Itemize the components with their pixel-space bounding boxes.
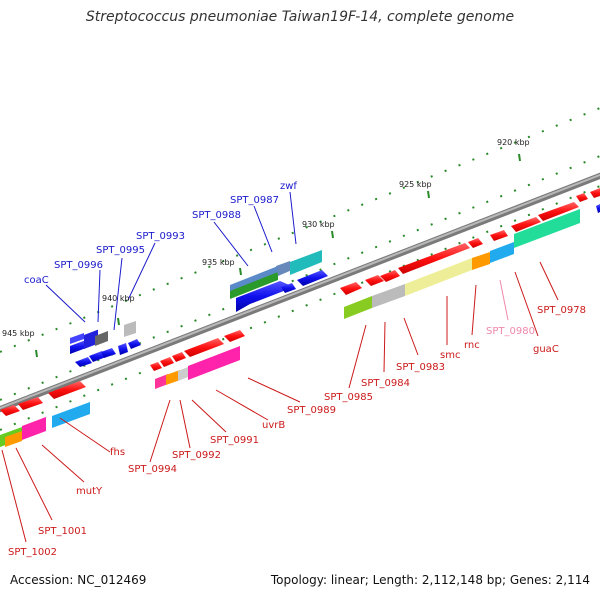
gene-label: mutY xyxy=(76,486,103,497)
gene-arrow xyxy=(538,202,579,221)
gene-label: rnc xyxy=(464,340,480,351)
gene-label: SPT_0983 xyxy=(396,362,445,373)
topology-text: Topology: linear; Length: 2,112,148 bp; … xyxy=(270,573,590,587)
gene-arrow xyxy=(297,270,328,286)
gene-label: SPT_1002 xyxy=(8,547,57,558)
lower-cog-blocks xyxy=(0,209,580,447)
gene-arrow xyxy=(380,270,400,282)
gene-arrow xyxy=(576,193,588,202)
gene-arrow xyxy=(490,230,508,241)
gene-label: SPT_0978 xyxy=(537,305,586,316)
gene-label: zwf xyxy=(280,181,297,192)
kbp-tick-label: 945 kbp xyxy=(2,329,35,338)
gene-label: SPT_0984 xyxy=(361,378,410,389)
gene-label: smc xyxy=(440,350,460,361)
gene-label: SPT_0994 xyxy=(128,464,177,475)
gene-arrow xyxy=(160,357,174,367)
upper-cog-blocks xyxy=(95,250,322,346)
gene-arrow xyxy=(398,243,470,274)
gene-arrow xyxy=(89,351,106,362)
kbp-major-ticks xyxy=(35,153,521,358)
gene-arrow xyxy=(172,352,186,362)
gene-arrow xyxy=(118,343,128,355)
leader-lines xyxy=(1,191,559,543)
gene-arrow xyxy=(150,362,162,371)
gene-label: SPT_0992 xyxy=(172,450,221,461)
gene-arrow xyxy=(224,330,245,342)
gene-label: SPT_0993 xyxy=(136,231,185,242)
gene-label: SPT_0987 xyxy=(230,195,279,206)
gene-label: SPT_1001 xyxy=(38,526,87,537)
gene-arrow xyxy=(596,204,600,213)
gene-label: SPT_0985 xyxy=(324,392,373,403)
gene-label: SPT_0991 xyxy=(210,435,259,446)
gene-arrow xyxy=(128,339,141,349)
gene-label: coaC xyxy=(24,275,49,286)
gene-label: SPT_0996 xyxy=(54,260,103,271)
kbp-tick-label: 930 kbp xyxy=(302,220,335,229)
kbp-tick-label: 920 kbp xyxy=(497,138,530,147)
reverse-strand-genes xyxy=(70,204,600,367)
gene-label: SPT_0989 xyxy=(287,405,336,416)
accession-text: Accession: NC_012469 xyxy=(10,573,147,587)
forward-strand-genes xyxy=(0,188,600,416)
gene-arrow xyxy=(75,357,92,367)
gene-label: guaC xyxy=(533,344,559,355)
gene-arrow xyxy=(70,333,84,344)
gene-arrow xyxy=(48,381,86,399)
gene-arrow xyxy=(281,283,296,293)
gene-arrow xyxy=(18,397,43,410)
gene-label: SPT_0995 xyxy=(96,245,145,256)
gene-arrow xyxy=(340,282,362,295)
gene-arrow xyxy=(70,340,86,354)
gene-label: SPT_0988 xyxy=(192,210,241,221)
map-title: Streptococcus pneumoniae Taiwan19F-14, c… xyxy=(85,9,515,25)
genome-backbone xyxy=(0,172,600,413)
gene-arrow xyxy=(236,281,294,312)
gene-arrow xyxy=(184,338,224,357)
kbp-tick-label: 935 kbp xyxy=(202,258,235,267)
gene-arrow xyxy=(0,405,20,416)
kbp-tick-label: 925 kbp xyxy=(399,180,432,189)
gene-arrow xyxy=(590,188,600,198)
gene-arrow xyxy=(511,217,541,232)
gene-arrow xyxy=(365,275,384,286)
gene-block xyxy=(84,329,98,350)
gene-label: uvrB xyxy=(262,420,285,431)
gene-arrow xyxy=(101,348,116,358)
gene-labels: coaC SPT_0996 SPT_0995 SPT_0993 SPT_0988… xyxy=(8,181,586,558)
gene-label: fhs xyxy=(110,447,125,458)
gene-arrow xyxy=(468,238,483,248)
kbp-tick-label: 940 kbp xyxy=(102,294,135,303)
gene-label: SPT_0980 xyxy=(486,326,535,337)
